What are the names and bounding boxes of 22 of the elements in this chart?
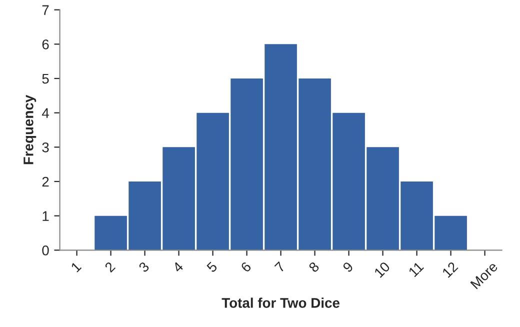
y-tick-label: 1 xyxy=(42,211,49,221)
y-tick-label: 5 xyxy=(42,74,49,84)
x-tick-label: 10 xyxy=(374,261,391,278)
x-tick-label: 6 xyxy=(240,261,252,273)
x-tick-label: 7 xyxy=(274,261,286,273)
x-axis-title: Total for Two Dice xyxy=(222,298,340,308)
x-tick-label: 8 xyxy=(308,261,320,273)
x-tick-label: 1 xyxy=(70,261,82,272)
x-tick-label: 2 xyxy=(104,261,116,273)
x-tick-label: 11 xyxy=(408,261,424,278)
y-tick-label: 4 xyxy=(42,108,49,118)
y-tick-label: 7 xyxy=(42,5,49,15)
y-axis-title: Frequency xyxy=(24,94,36,164)
y-tick-label: 3 xyxy=(42,142,49,152)
x-tick-label: 5 xyxy=(206,261,218,273)
x-tick-label: 4 xyxy=(172,261,184,273)
y-tick-label: 0 xyxy=(42,245,49,256)
y-tick-label: 6 xyxy=(42,39,49,50)
y-tick-label: 2 xyxy=(42,176,49,187)
x-tick-label: 9 xyxy=(342,261,354,273)
x-tick-label: 12 xyxy=(442,261,458,278)
x-tick-label: 3 xyxy=(138,261,150,273)
